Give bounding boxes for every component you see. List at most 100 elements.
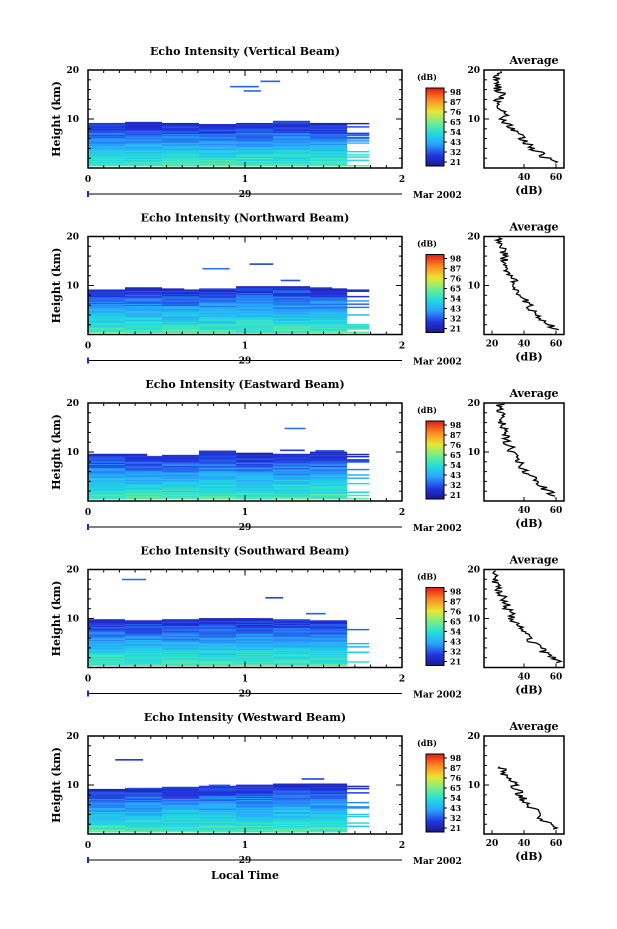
heatmap-cell [199,663,259,665]
average-x-label: (dB) [515,684,542,697]
heatmap-cell [199,315,237,317]
panel-title: Echo Intensity (Northward Beam) [141,212,350,225]
average-profile-line [492,71,559,164]
heatmap-cell [199,313,259,315]
heatmap-cell [310,321,348,324]
heatmap-cell [125,463,185,465]
heatmap-cell [273,309,311,312]
heatmap-cell [125,139,185,141]
colorbar-tick-label: 65 [450,284,461,294]
heatmap-cell [199,159,237,162]
heatmap-cell [310,474,370,476]
heatmap-cell [199,152,259,154]
heatmap-cell [310,797,348,800]
heatmap-cell [88,152,126,154]
heatmap-cell [125,456,163,459]
heatmap-cell [88,305,126,308]
heatmap-cell [310,305,348,308]
heatmap-cell [199,796,237,798]
heatmap-cell [88,818,148,820]
average-x-label: (dB) [515,517,542,530]
heatmap-cell [88,134,126,137]
heatmap-cell [125,465,163,468]
heatmap-cell [88,648,126,650]
heatmap-cell [310,306,370,309]
heatmap-cell [125,826,163,829]
heatmap-cell [273,636,311,638]
heatmap-cell [162,154,200,156]
heatmap-cell [125,656,163,659]
heatmap-cell [162,316,200,318]
heatmap-cell [199,632,237,634]
heatmap-cell [88,298,126,300]
heatmap-cell [162,319,200,322]
heatmap-cell [199,828,259,831]
heatmap-cell [230,85,259,88]
heatmap-cell [236,326,274,328]
heatmap-cell [199,153,237,155]
average-profile-line [496,403,556,497]
heatmap-cell [199,804,259,806]
heatmap-cell [273,479,333,482]
heatmap-cell [310,330,348,332]
heatmap-cell [88,639,126,642]
heatmap-cell [125,789,185,792]
heatmap-cell [236,147,296,150]
heatmap-cell [273,813,311,816]
heatmap-cell [199,493,237,496]
heatmap-cell [162,489,222,491]
heatmap-cell [125,801,163,804]
heatmap-cell [310,469,348,472]
heatmap-cell [162,463,200,465]
heatmap-cell [162,164,200,167]
heatmap-cell [88,162,126,165]
heatmap-cell [199,320,237,323]
heatmap-cell [125,329,185,331]
heatmap-cell [162,130,200,132]
heatmap-cell [199,649,237,651]
heatmap-cell [125,299,163,301]
heatmap-cell [310,786,348,789]
x-tick-label: 2 [399,841,405,851]
heatmap-cell [125,642,163,645]
heatmap-cell [88,475,148,477]
heatmap-cell [236,469,274,472]
heatmap-cell [88,819,126,821]
heatmap-cell [280,449,305,452]
heatmap-cell [236,648,274,650]
heatmap-cell [273,493,311,496]
colorbar-tick-label: 43 [450,470,462,480]
heatmap-cell [162,140,200,142]
heatmap-cell [88,126,126,128]
heatmap-cell [310,631,348,633]
heatmap-cell [273,481,311,484]
heatmap-cell [273,802,311,805]
heatmap-cell [273,322,311,325]
heatmap-cell [199,829,237,832]
heatmap-cell [236,125,296,127]
heatmap-cell [88,483,126,486]
heatmap-cell [125,635,163,637]
heatmap-cell [125,142,163,144]
heatmap-cell [199,299,259,301]
heatmap-cell [273,464,311,467]
heatmap-cell [88,629,148,632]
heatmap-cell [236,148,274,151]
heatmap-cell [199,628,259,631]
heatmap-cell [273,788,311,791]
average-x-tick-label: 20 [486,340,499,350]
x-axis-label: Local Time [211,869,279,882]
heatmap-cell [125,649,163,651]
colorbar-tick-label: 98 [450,753,462,763]
heatmap-cell [273,135,333,138]
heatmap-cell [273,474,333,476]
heatmap-cell [273,829,333,832]
heatmap-cell [125,300,185,302]
heatmap-cell [310,659,348,661]
heatmap-cell [310,629,348,632]
heatmap-cell [273,300,311,302]
heatmap-cell [236,129,274,131]
heatmap-cell [236,467,274,470]
heatmap-cell [236,140,274,142]
heatmap-cell [310,143,348,145]
